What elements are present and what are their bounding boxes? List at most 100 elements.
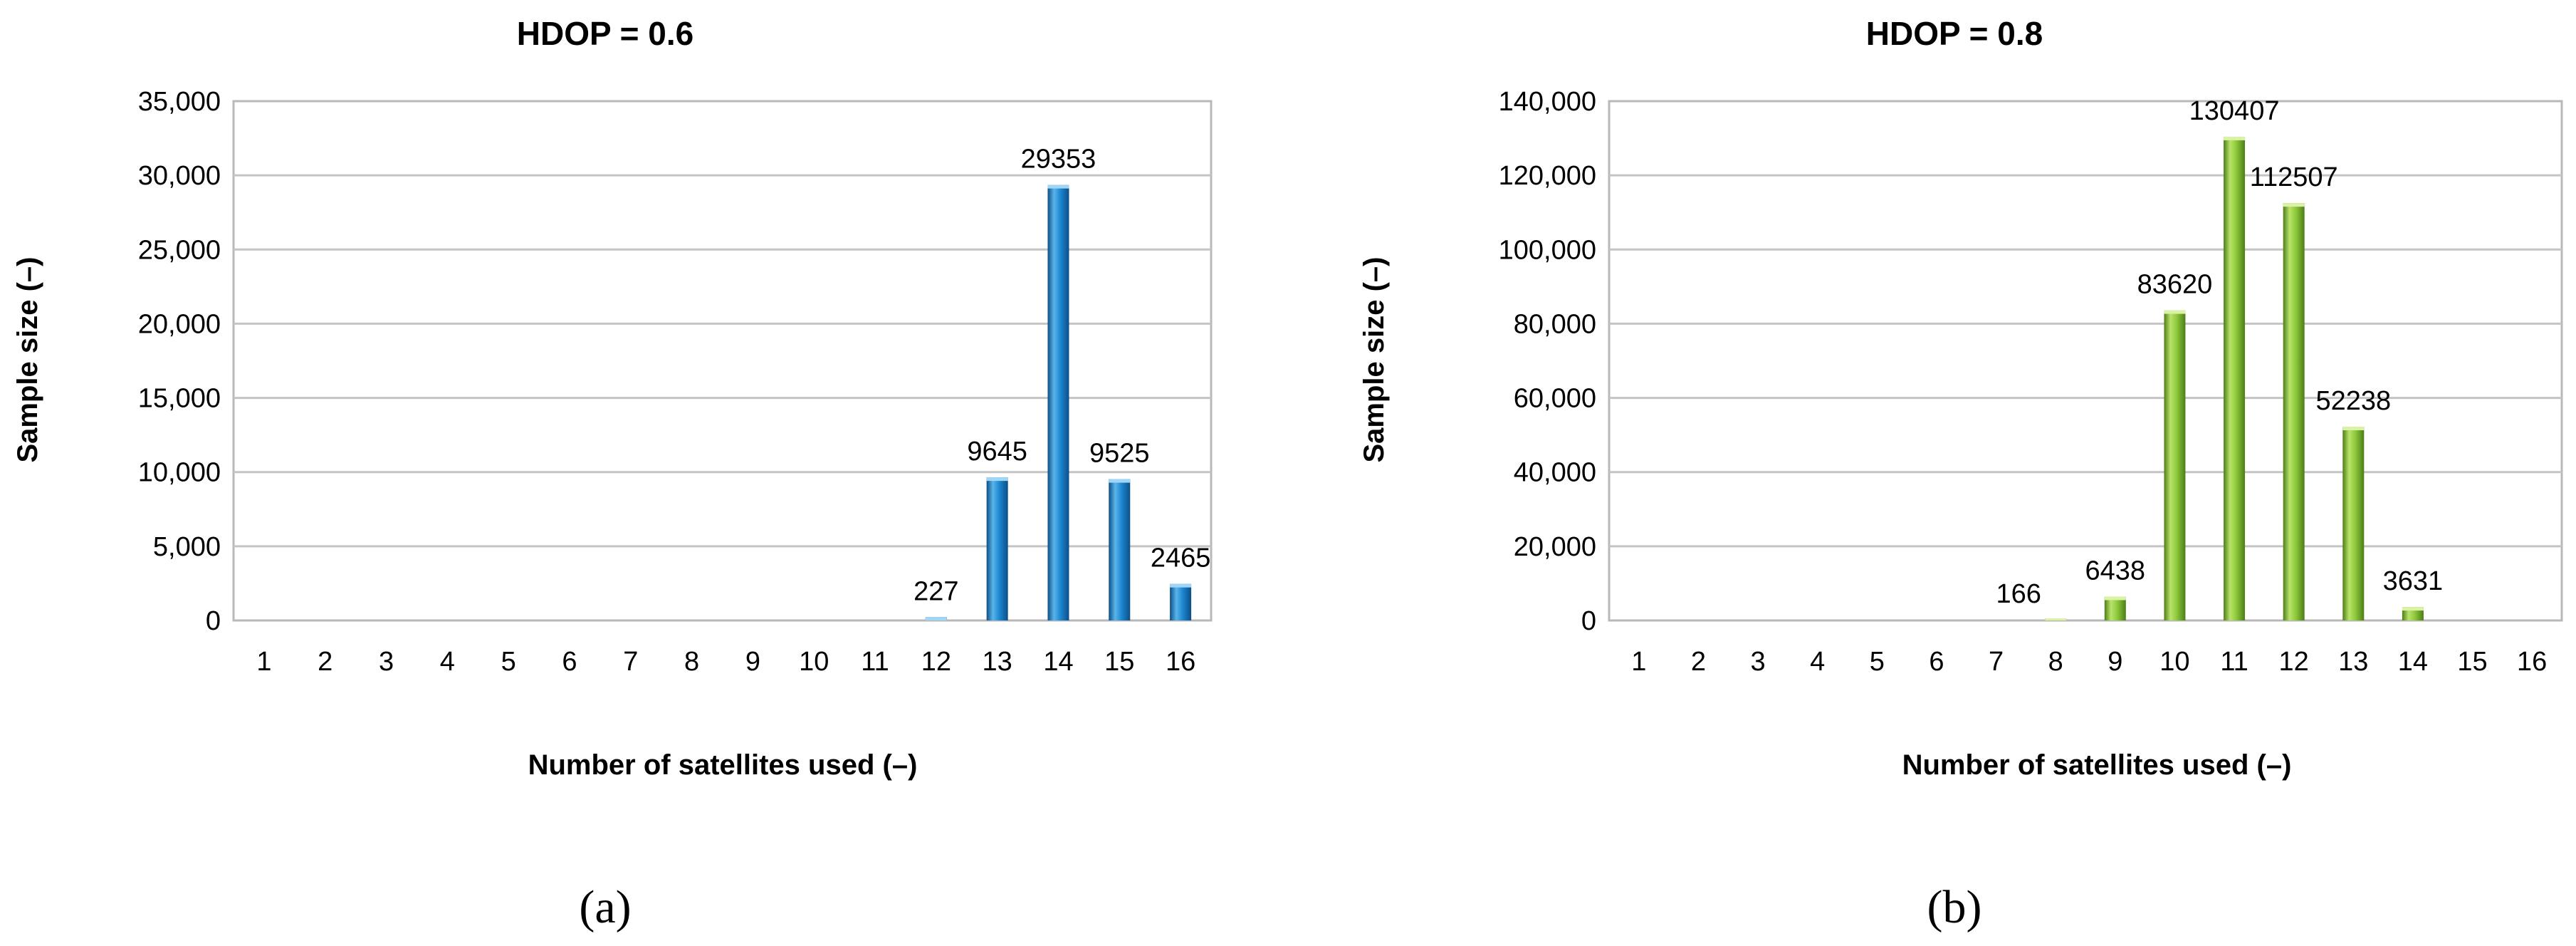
y-axis-label-b: Sample size (–) [1358, 256, 1390, 462]
data-label: 112507 [2250, 162, 2338, 192]
data-label: 9525 [1089, 439, 1150, 469]
plot-area-b [1608, 100, 2563, 622]
x-tick-label: 7 [1989, 647, 2004, 677]
x-tick-label: 1 [1631, 647, 1646, 677]
data-label: 83620 [2137, 270, 2213, 300]
y-tick-label: 20,000 [1514, 532, 1596, 562]
bar [1170, 583, 1192, 620]
x-axis-label-a: Number of satellites used (–) [528, 749, 918, 781]
x-tick-label: 2 [318, 647, 333, 677]
data-label: 9645 [967, 437, 1027, 467]
x-axis-label-b: Number of satellites used (–) [1902, 749, 2292, 781]
x-tick-label: 16 [1166, 647, 1195, 677]
x-tick-label: 3 [1750, 647, 1765, 677]
bar [2224, 136, 2246, 620]
data-label: 52238 [2315, 386, 2391, 416]
data-label: 166 [1996, 579, 2041, 609]
x-tick-label: 3 [379, 647, 394, 677]
bar-top [1170, 583, 1192, 588]
y-tick-label: 40,000 [1514, 458, 1596, 488]
chart-title-b: HDOP = 0.8 [1866, 15, 2043, 52]
bar [2164, 310, 2186, 620]
x-tick-label: 8 [684, 647, 699, 677]
bar [986, 477, 1008, 620]
x-tick-label: 5 [501, 647, 516, 677]
x-tick-label: 15 [1104, 647, 1134, 677]
data-label: 6438 [2085, 556, 2146, 586]
x-tick-label: 9 [745, 647, 760, 677]
x-tick-label: 13 [2338, 647, 2368, 677]
x-tick-label: 4 [440, 647, 455, 677]
x-tick-label: 1 [256, 647, 271, 677]
x-tick-label: 14 [1043, 647, 1073, 677]
bar-top [2342, 426, 2365, 430]
chart-panel-a: HDOP = 0.6 Sample size (–) Number of sat… [12, 15, 1213, 933]
x-tick-label: 12 [2279, 647, 2309, 677]
y-tick-label: 20,000 [138, 309, 221, 339]
x-tick-label: 2 [1691, 647, 1706, 677]
bar [2283, 203, 2305, 620]
bar-top [1109, 479, 1131, 483]
bar [1109, 479, 1131, 620]
data-label: 29353 [1021, 145, 1096, 175]
y-tick-label: 30,000 [138, 161, 221, 191]
bar-top [2045, 618, 2067, 620]
x-tick-label: 6 [1929, 647, 1944, 677]
x-tick-label: 4 [1810, 647, 1825, 677]
y-tick-label: 35,000 [138, 87, 221, 117]
bar-top [2164, 310, 2186, 314]
y-tick-label: 100,000 [1499, 235, 1596, 265]
bar-top [2224, 136, 2246, 140]
x-tick-label: 5 [1870, 647, 1885, 677]
x-tick-label: 8 [2048, 647, 2063, 677]
x-tick-label: 7 [623, 647, 638, 677]
x-tick-label: 10 [2159, 647, 2189, 677]
y-tick-label: 5,000 [153, 532, 221, 562]
y-axis-label-a: Sample size (–) [12, 256, 43, 462]
x-tick-labels-a: 1 2 3 4 5 6 7 8 9 10 11 12 13 14 15 16 [256, 647, 1195, 677]
chart-panel-b: HDOP = 0.8 Sample size (–) Number of sat… [1358, 15, 2563, 933]
panel-label-b: (b) [1927, 881, 1982, 933]
y-tick-labels-b: 0 20,000 40,000 60,000 80,000 100,000 120,000 1… [1499, 87, 1596, 636]
data-label: 3631 [2383, 566, 2444, 596]
chart-title-a: HDOP = 0.6 [517, 15, 693, 52]
data-labels-a: 227 9645 29353 9525 2465 [913, 145, 1210, 607]
x-tick-label: 10 [799, 647, 829, 677]
bars-a [925, 184, 1192, 620]
bar [2342, 426, 2365, 620]
x-tick-label: 15 [2457, 647, 2487, 677]
bar-top [2283, 203, 2305, 207]
y-tick-label: 80,000 [1514, 309, 1596, 339]
x-tick-labels-b: 1 2 3 4 5 6 7 8 9 10 11 12 13 14 15 16 [1631, 647, 2547, 677]
gridlines-b [1609, 174, 2562, 548]
y-tick-label: 60,000 [1514, 384, 1596, 414]
x-tick-label: 11 [2220, 647, 2248, 677]
y-tick-label: 10,000 [138, 458, 221, 488]
x-tick-label: 12 [921, 647, 951, 677]
bar-top [2104, 596, 2126, 601]
bar [2104, 596, 2126, 620]
bar-top [2402, 607, 2424, 611]
y-tick-label: 0 [1581, 606, 1596, 636]
bar-top [986, 477, 1008, 482]
y-tick-label: 15,000 [138, 384, 221, 414]
x-tick-label: 13 [983, 647, 1012, 677]
plot-area-a [232, 100, 1213, 622]
data-label: 130407 [2189, 96, 2280, 126]
data-label: 227 [913, 576, 958, 606]
x-tick-label: 6 [562, 647, 577, 677]
y-tick-labels-a: 0 5,000 10,000 15,000 20,000 25,000 30,000 35,0… [138, 87, 221, 636]
bars-b [2045, 136, 2424, 620]
x-tick-label: 16 [2517, 647, 2547, 677]
x-tick-label: 11 [861, 647, 889, 677]
data-label: 2465 [1151, 544, 1211, 573]
x-tick-label: 9 [2108, 647, 2122, 677]
panel-label-a: (a) [579, 881, 631, 933]
data-labels-b: 166 6438 83620 130407 112507 52238 3631 [1996, 96, 2443, 609]
bar-top [1047, 184, 1069, 189]
y-tick-label: 25,000 [138, 235, 221, 265]
x-tick-label: 14 [2398, 647, 2428, 677]
y-tick-label: 0 [206, 606, 221, 636]
bar [1047, 184, 1069, 620]
